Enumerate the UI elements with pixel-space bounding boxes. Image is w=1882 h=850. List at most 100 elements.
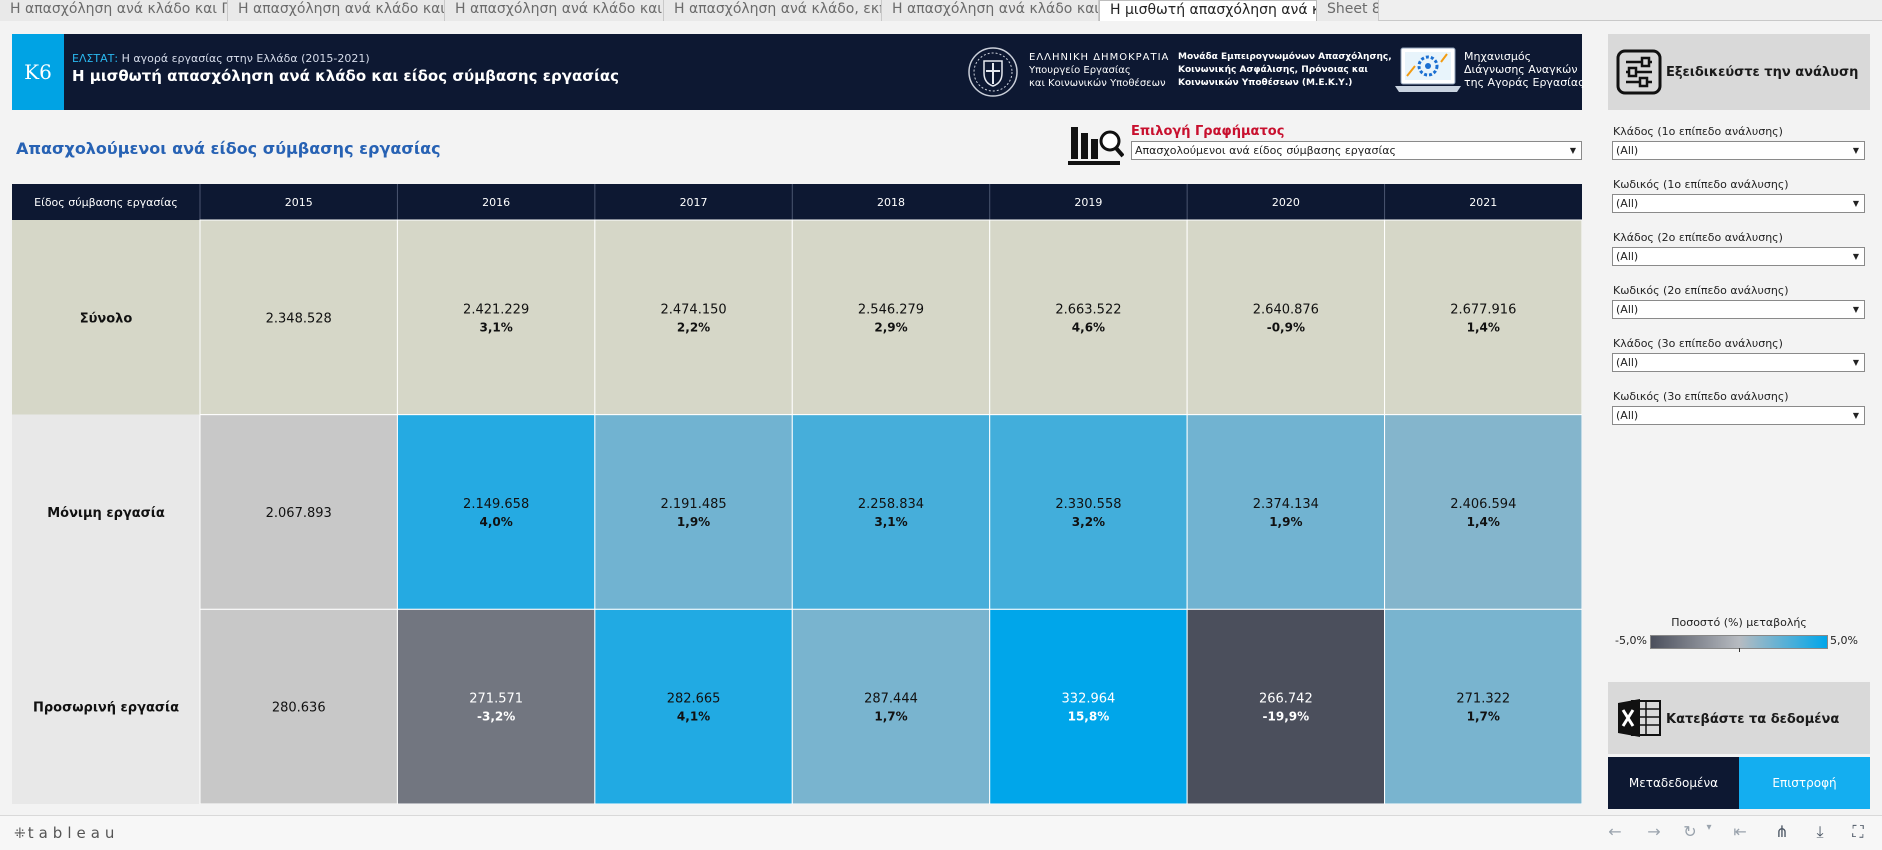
tab-sheet-8[interactable]: Sheet 8	[1317, 0, 1379, 21]
sheet-tabs: Η απασχόληση ανά κλάδο και Π... Η απασχό…	[0, 0, 1882, 22]
color-legend-zero-tick	[1739, 648, 1740, 652]
heatmap-cell	[1186, 414, 1386, 610]
download-icon[interactable]: ⤓	[1816, 822, 1824, 841]
revert-dropdown-icon[interactable]: ▾	[1706, 822, 1712, 833]
tab-sheet-5[interactable]: Η απασχόληση ανά κλάδο και κ...	[882, 0, 1099, 21]
meky-line-1: Μονάδα Εμπειρογνωμόνων Απασχόλησης,	[1178, 52, 1392, 62]
filter-code-1-dropdown[interactable]: (All) ▼	[1612, 194, 1865, 213]
cell-change: 1,9%	[677, 515, 710, 529]
filter-label-sector-1: Κλάδος (1ο επίπεδο ανάλυσης)	[1613, 125, 1783, 138]
color-legend-bar	[1650, 635, 1828, 649]
filter-label-code-3: Κωδικός (3ο επίπεδο ανάλυσης)	[1613, 390, 1789, 403]
source-label: ΕΛΣΤΑΤ:	[72, 52, 119, 65]
cell-value: 2.640.876	[1253, 302, 1319, 317]
cell-value: 2.374.134	[1253, 497, 1319, 512]
cell-change: 3,2%	[1072, 515, 1105, 529]
heatmap-cell	[396, 608, 596, 804]
share-icon[interactable]: ⋔	[1775, 822, 1789, 841]
download-data-panel[interactable]: Κατεβάστε τα δεδομένα	[1608, 682, 1870, 754]
heatmap-cell	[396, 219, 596, 416]
filter-label-code-2: Κωδικός (2ο επίπεδο ανάλυσης)	[1613, 284, 1789, 297]
filter-label-sector-2: Κλάδος (2ο επίπεδο ανάλυσης)	[1613, 231, 1783, 244]
tab-sheet-3[interactable]: Η απασχόληση ανά κλάδο και φ...	[445, 0, 664, 21]
redo-icon[interactable]: →	[1647, 822, 1661, 841]
cell-value: 2.406.594	[1450, 497, 1516, 512]
filter-sector-1-dropdown[interactable]: (All) ▼	[1612, 141, 1865, 160]
chevron-down-icon: ▼	[1852, 146, 1859, 155]
heatmap-table: Είδος σύμβασης εργασίας 2015 2016 2017 2018 2…	[12, 184, 1582, 804]
filter-code-2-dropdown[interactable]: (All) ▼	[1612, 300, 1865, 319]
heatmap-cell	[791, 219, 991, 416]
row-label: Μόνιμη εργασία	[47, 506, 165, 521]
tableau-wordmark: tableau	[27, 824, 120, 842]
header-banner: Κ6 ΕΛΣΤΑΤ: Η αγορά εργασίας στην Ελλάδα …	[12, 34, 1585, 110]
filter-sector-2-dropdown[interactable]: (All) ▼	[1612, 247, 1865, 266]
chart-selector-dropdown[interactable]: Απασχολούμενοι ανά είδος σύμβασης εργασί…	[1131, 141, 1582, 160]
cell-value: 287.444	[864, 692, 918, 707]
cell-change: 1,7%	[874, 710, 907, 724]
color-legend-min: -5,0%	[1615, 634, 1647, 647]
heatmap-cell	[1384, 414, 1582, 610]
cell-change: -3,2%	[477, 710, 515, 724]
filter-value: (All)	[1616, 303, 1639, 316]
chevron-down-icon: ▼	[1852, 358, 1859, 367]
filter-value: (All)	[1616, 144, 1639, 157]
tab-sheet-1[interactable]: Η απασχόληση ανά κλάδο και Π...	[0, 0, 228, 21]
row-label: Σύνολο	[80, 311, 133, 326]
tab-sheet-6[interactable]: Η μισθωτή απασχόληση ανά κλά...	[1099, 0, 1317, 22]
cell-value: 2.191.485	[660, 497, 726, 512]
heatmap-cell	[199, 608, 398, 804]
filter-value: (All)	[1616, 197, 1639, 210]
header-subtitle: ΕΛΣΤΑΤ: Η αγορά εργασίας στην Ελλάδα (20…	[72, 52, 370, 65]
tab-sheet-4[interactable]: Η απασχόληση ανά κλάδο, εκπα...	[664, 0, 882, 21]
cell-change: -0,9%	[1267, 320, 1305, 334]
row-label-cell	[12, 609, 200, 804]
filter-label-sector-3: Κλάδος (3ο επίπεδο ανάλυσης)	[1613, 337, 1783, 350]
column-header-2021: 2021	[1469, 196, 1497, 209]
mechanism-text: Μηχανισμός Διάγνωσης Αναγκών της Αγοράς …	[1464, 50, 1585, 89]
reset-icon[interactable]: ⇤	[1733, 822, 1747, 841]
row-header-label: Είδος σύμβασης εργασίας	[34, 196, 178, 209]
ministry-text: ΕΛΛΗΝΙΚΗ ΔΗΜΟΚΡΑΤΙΑ Υπουργείο Εργασίας κ…	[1029, 51, 1169, 90]
cell-change: 4,1%	[677, 710, 710, 724]
table-header-row	[12, 184, 1582, 220]
filter-sector-3-dropdown[interactable]: (All) ▼	[1612, 353, 1865, 372]
filter-label-code-1: Κωδικός (1ο επίπεδο ανάλυσης)	[1613, 178, 1789, 191]
mech-line-1: Μηχανισμός	[1464, 50, 1532, 63]
gov-line-3: και Κοινωνικών Υποθέσεων	[1029, 78, 1166, 89]
revert-icon[interactable]: ↻	[1683, 822, 1697, 841]
cell-change: 1,4%	[1467, 320, 1500, 334]
chevron-down-icon: ▼	[1852, 411, 1859, 420]
metadata-button[interactable]: Μεταδεδομένα	[1608, 757, 1739, 809]
cell-value: 2.421.229	[463, 302, 529, 317]
excel-icon	[1618, 699, 1661, 737]
filter-value: (All)	[1616, 250, 1639, 263]
chart-title: Απασχολούμενοι ανά είδος σύμβασης εργασί…	[16, 139, 441, 158]
tab-sheet-2[interactable]: Η απασχόληση ανά κλάδο και η...	[228, 0, 445, 21]
undo-icon[interactable]: ←	[1608, 822, 1622, 841]
fullscreen-icon[interactable]: ⛶	[1852, 822, 1864, 841]
heatmap-cell	[594, 608, 793, 804]
cell-value: 2.258.834	[858, 497, 924, 512]
mech-line-2: Διάγνωσης Αναγκών	[1464, 63, 1578, 76]
sidebar: Εξειδικεύστε την ανάλυση Κλάδος (1ο επίπ…	[1608, 34, 1870, 815]
chart-selector-value: Απασχολούμενοι ανά είδος σύμβασης εργασί…	[1135, 144, 1396, 157]
heatmap-cell	[396, 414, 596, 610]
row-label-cell	[12, 414, 200, 610]
heatmap-cell	[989, 414, 1188, 610]
chevron-down-icon: ▼	[1852, 305, 1859, 314]
color-legend-title: Ποσοστό (%) μεταβολής	[1671, 616, 1807, 629]
chevron-down-icon: ▼	[1852, 199, 1859, 208]
color-legend-max: 5,0%	[1830, 634, 1858, 647]
chart-selection-icon	[1068, 127, 1124, 165]
refine-analysis-label: Εξειδικεύστε την ανάλυση	[1666, 65, 1859, 80]
cell-value: 282.665	[667, 692, 721, 707]
back-button[interactable]: Επιστροφή	[1739, 757, 1870, 809]
tableau-plus-icon: ⁜	[14, 826, 26, 842]
filter-code-3-dropdown[interactable]: (All) ▼	[1612, 406, 1865, 425]
cell-value: 266.742	[1259, 692, 1313, 707]
heatmap-cell	[989, 608, 1188, 804]
cell-change: 2,9%	[874, 320, 907, 334]
sliders-icon	[1616, 49, 1662, 95]
cell-value: 2.067.893	[266, 506, 332, 521]
